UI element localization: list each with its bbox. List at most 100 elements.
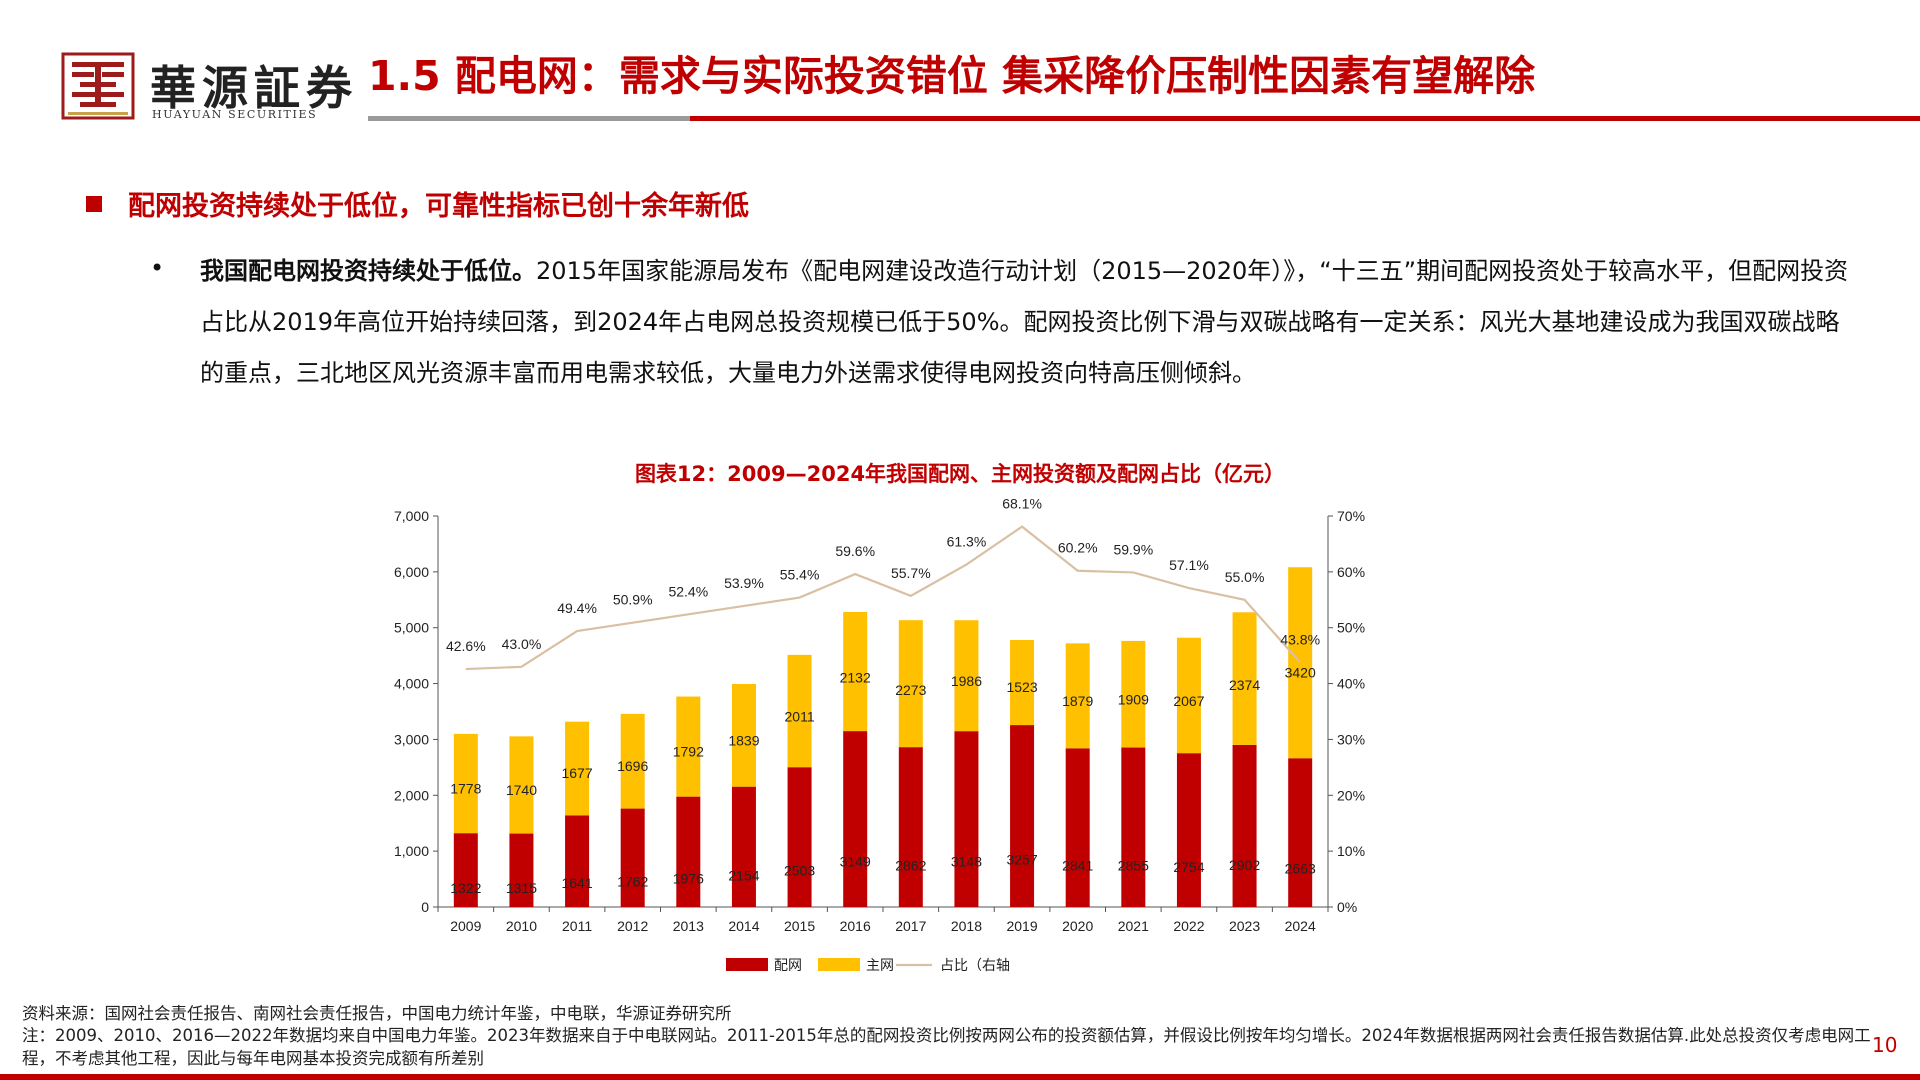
bar-distribution-network: [453, 833, 478, 907]
distribution-value-label: 3149: [840, 853, 871, 869]
main-value-label: 2132: [840, 670, 871, 686]
x-tick-label: 2013: [673, 918, 704, 934]
bar-distribution-network: [731, 786, 756, 907]
x-tick-label: 2015: [784, 918, 815, 934]
ratio-value-label: 43.8%: [1280, 631, 1320, 647]
distribution-value-label: 1976: [673, 870, 704, 886]
bar-distribution-network: [1288, 758, 1313, 907]
bar-distribution-network: [1065, 748, 1090, 907]
y2-tick-label: 20%: [1337, 787, 1365, 803]
legend-swatch-main: [818, 958, 860, 971]
company-logo-icon: [61, 52, 135, 120]
distribution-value-label: 3148: [951, 853, 982, 869]
bar-main-network: [898, 620, 923, 748]
logo-chinese-name: 華源証券: [150, 61, 358, 115]
legend-swatch-distribution: [726, 958, 768, 971]
distribution-value-label: 2503: [784, 863, 815, 879]
ratio-value-label: 61.3%: [947, 534, 987, 550]
y2-tick-label: 30%: [1337, 731, 1365, 747]
main-value-label: 1879: [1062, 693, 1093, 709]
main-value-label: 1909: [1118, 692, 1149, 708]
bar-distribution-network: [787, 767, 812, 907]
main-value-label: 1740: [506, 782, 537, 798]
source-note: 资料来源：国网社会责任报告、南网社会责任报告，中国电力统计年鉴，中电联，华源证券…: [22, 1004, 732, 1023]
legend-label-ratio: 占比（右轴: [940, 957, 1010, 973]
bar-distribution-network: [620, 808, 645, 907]
bar-main-network: [565, 721, 590, 816]
legend-label-main: 主网: [866, 957, 894, 973]
main-value-label: 1792: [673, 744, 704, 760]
x-tick-label: 2021: [1118, 918, 1149, 934]
bar-main-network: [1065, 643, 1090, 749]
bar-main-network: [509, 736, 534, 834]
ratio-value-label: 55.4%: [780, 567, 820, 583]
y2-tick-label: 40%: [1337, 676, 1365, 692]
x-tick-label: 2020: [1062, 918, 1093, 934]
footnote: 注：2009、2010、2016—2022年数据均来自中国电力年鉴。2023年数…: [22, 1026, 1871, 1068]
page-number: 10: [1872, 1033, 1898, 1057]
distribution-value-label: 2154: [728, 868, 759, 884]
distribution-value-label: 2663: [1285, 860, 1316, 876]
y2-tick-label: 0%: [1337, 899, 1357, 915]
x-tick-label: 2009: [450, 918, 481, 934]
bar-distribution-network: [1010, 725, 1035, 907]
x-tick-label: 2018: [951, 918, 982, 934]
bar-distribution-network: [1121, 747, 1146, 907]
y2-tick-label: 10%: [1337, 843, 1365, 859]
x-tick-label: 2017: [895, 918, 926, 934]
bar-distribution-network: [1232, 744, 1257, 907]
main-value-label: 1677: [561, 765, 592, 781]
x-tick-label: 2011: [562, 918, 592, 934]
bar-distribution-network: [565, 815, 590, 907]
distribution-value-label: 3257: [1006, 852, 1037, 868]
bar-distribution-network: [954, 731, 979, 907]
distribution-value-label: 2841: [1062, 858, 1093, 874]
bar-main-network: [620, 713, 645, 809]
bullet-dot-icon: •: [150, 254, 165, 282]
header-divider-red: [690, 116, 1920, 121]
bar-main-network: [731, 683, 756, 787]
distribution-value-label: 1762: [617, 873, 648, 889]
distribution-value-label: 1322: [450, 880, 481, 896]
ratio-value-label: 57.1%: [1169, 557, 1209, 573]
main-value-label: 1986: [951, 673, 982, 689]
x-tick-label: 2024: [1285, 918, 1316, 934]
footer-divider: [0, 1074, 1920, 1080]
distribution-value-label: 2862: [895, 857, 926, 873]
ratio-value-label: 68.1%: [1002, 496, 1042, 512]
distribution-value-label: 2855: [1118, 858, 1149, 874]
paragraph-body: 2015年国家能源局发布《配电网建设改造行动计划（2015—2020年）》，“十…: [200, 257, 1849, 387]
bar-main-network: [676, 696, 701, 797]
y-tick-label: 1,000: [394, 843, 429, 859]
ratio-value-label: 49.4%: [557, 600, 597, 616]
ratio-value-label: 55.7%: [891, 565, 931, 581]
x-tick-label: 2012: [617, 918, 648, 934]
bar-main-network: [954, 620, 979, 732]
x-tick-label: 2019: [1006, 918, 1037, 934]
ratio-value-label: 42.6%: [446, 638, 486, 654]
body-paragraph: 我国配电网投资持续处于低位。2015年国家能源局发布《配电网建设改造行动计划（2…: [200, 246, 1850, 399]
bar-main-network: [453, 733, 478, 834]
bar-main-network: [1176, 637, 1201, 754]
x-tick-label: 2014: [728, 918, 759, 934]
ratio-value-label: 43.0%: [502, 636, 542, 652]
chart-title: 图表12：2009—2024年我国配网、主网投资额及配网占比（亿元）: [634, 462, 1286, 486]
bar-distribution-network: [843, 731, 868, 907]
bar-main-network: [1010, 640, 1035, 726]
bar-main-network: [1121, 640, 1146, 748]
y2-tick-label: 50%: [1337, 620, 1365, 636]
x-tick-label: 2023: [1229, 918, 1260, 934]
y-tick-label: 0: [421, 899, 429, 915]
ratio-value-label: 59.9%: [1113, 541, 1153, 557]
ratio-value-label: 59.6%: [835, 543, 875, 559]
page-title: 1.5 配电网：需求与实际投资错位 集采降价压制性因素有望解除: [368, 52, 1536, 100]
main-value-label: 2374: [1229, 677, 1260, 693]
main-value-label: 2011: [785, 709, 815, 725]
bar-main-network: [787, 654, 812, 768]
bar-distribution-network: [509, 833, 534, 907]
y-tick-label: 5,000: [394, 620, 429, 636]
y-tick-label: 4,000: [394, 676, 429, 692]
ratio-value-label: 55.0%: [1225, 569, 1265, 585]
ratio-value-label: 53.9%: [724, 575, 764, 591]
main-value-label: 1778: [450, 780, 481, 796]
